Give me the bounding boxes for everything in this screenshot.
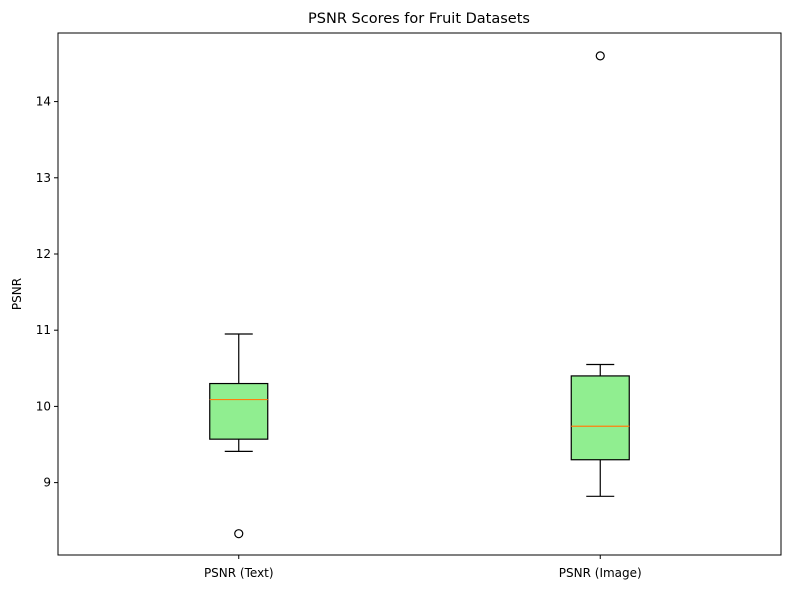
y-tick-label: 11 bbox=[36, 323, 51, 337]
y-tick-label: 10 bbox=[36, 399, 51, 413]
plot-area: 9 10 11 12 13 14 PSNR (Text) PSNR (Image) bbox=[36, 32, 782, 580]
iqr-box bbox=[570, 375, 630, 461]
y-tick-label: 13 bbox=[36, 171, 51, 185]
iqr-box bbox=[209, 382, 269, 440]
outlier-point bbox=[234, 529, 244, 539]
y-tick-label: 12 bbox=[36, 247, 51, 261]
y-tick-label: 14 bbox=[36, 95, 51, 109]
plot-frame bbox=[57, 32, 782, 556]
y-tick-label: 9 bbox=[43, 476, 51, 490]
outlier-point bbox=[595, 51, 605, 61]
x-tick-label: PSNR (Image) bbox=[559, 566, 642, 580]
x-tick-label: PSNR (Text) bbox=[204, 566, 274, 580]
chart-title: PSNR Scores for Fruit Datasets bbox=[308, 11, 530, 27]
y-axis-label: PSNR bbox=[10, 278, 24, 310]
